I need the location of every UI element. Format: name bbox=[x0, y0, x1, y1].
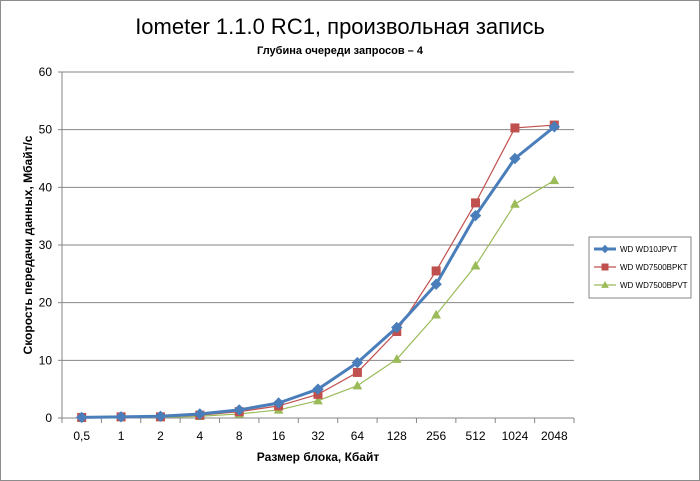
data-point bbox=[471, 198, 481, 208]
data-point bbox=[469, 209, 482, 222]
data-point bbox=[391, 354, 402, 363]
x-tick-label: 2 bbox=[157, 429, 164, 443]
y-tick-labels: 0 10 20 30 40 50 60 bbox=[39, 65, 53, 425]
legend-item: WD WD7500BPVT bbox=[594, 280, 688, 290]
x-tick-label: 32 bbox=[311, 429, 325, 443]
x-tick-label: 2048 bbox=[541, 429, 568, 443]
data-point bbox=[470, 260, 481, 270]
data-point bbox=[233, 404, 245, 416]
series-line bbox=[81, 179, 555, 419]
legend: WD WD10JPVT WD WD7500BPKT WD WD7500BPVT bbox=[588, 236, 692, 299]
y-tick-label: 60 bbox=[39, 65, 53, 79]
series-line bbox=[81, 124, 555, 419]
gridlines bbox=[58, 71, 574, 419]
data-point bbox=[312, 383, 324, 395]
data-point bbox=[549, 175, 560, 185]
data-point bbox=[154, 410, 167, 422]
series-group bbox=[75, 120, 561, 424]
y-tick-label: 50 bbox=[39, 123, 53, 137]
data-point bbox=[351, 356, 364, 369]
x-tick-label: 1 bbox=[118, 429, 125, 443]
data-point bbox=[510, 123, 520, 133]
x-axis-title: Размер блока, Кбайт bbox=[257, 450, 380, 464]
data-point bbox=[431, 266, 441, 276]
data-point bbox=[601, 263, 609, 271]
data-point bbox=[352, 380, 363, 390]
data-point bbox=[509, 152, 521, 165]
series-2 bbox=[77, 120, 559, 422]
data-point bbox=[352, 367, 362, 377]
x-tick-label: 16 bbox=[272, 429, 286, 443]
y-tick-label: 10 bbox=[39, 353, 53, 367]
y-tick-label: 30 bbox=[39, 238, 53, 252]
x-tick-label: 4 bbox=[197, 429, 204, 443]
data-point bbox=[510, 199, 520, 208]
data-point bbox=[75, 411, 88, 424]
x-tick-label: 8 bbox=[236, 429, 243, 443]
data-point bbox=[600, 244, 610, 254]
legend-item: WD WD7500BPKT bbox=[594, 263, 688, 272]
data-point bbox=[272, 397, 285, 409]
y-tick-label: 40 bbox=[39, 180, 53, 194]
chart-title: Iometer 1.1.0 RC1, произвольная запись bbox=[135, 14, 545, 39]
data-point bbox=[313, 395, 323, 405]
x-tick-label: 256 bbox=[426, 429, 446, 443]
data-point bbox=[548, 121, 561, 133]
data-point bbox=[391, 321, 403, 334]
data-point bbox=[115, 411, 127, 423]
legend-label: WD WD10JPVT bbox=[620, 245, 677, 254]
chart-subtitle: Глубина очереди запросов – 4 bbox=[257, 45, 424, 57]
x-tick-label: 0,5 bbox=[73, 429, 90, 443]
data-point bbox=[194, 408, 206, 420]
x-tick-label: 128 bbox=[387, 429, 407, 443]
series-line bbox=[81, 125, 556, 419]
data-point bbox=[601, 280, 609, 288]
series-1 bbox=[75, 121, 561, 424]
y-tick-label: 0 bbox=[45, 411, 52, 425]
x-tick-label: 512 bbox=[466, 429, 486, 443]
legend-label: WD WD7500BPKT bbox=[620, 263, 688, 272]
legend-item: WD WD10JPVT bbox=[594, 244, 677, 254]
legend-label: WD WD7500BPVT bbox=[620, 281, 688, 290]
data-point bbox=[430, 278, 442, 290]
y-axis-title: Скорость передачи данных, Мбайт/с bbox=[21, 135, 35, 354]
x-tick-label: 1024 bbox=[502, 429, 529, 443]
data-point bbox=[431, 309, 442, 319]
x-tick-label: 64 bbox=[351, 429, 365, 443]
x-tick-labels: 0,5 1 2 4 8 16 32 64 128 256 512 1024 2048 bbox=[73, 429, 568, 443]
y-tick-label: 20 bbox=[39, 296, 53, 310]
axes bbox=[61, 72, 575, 423]
